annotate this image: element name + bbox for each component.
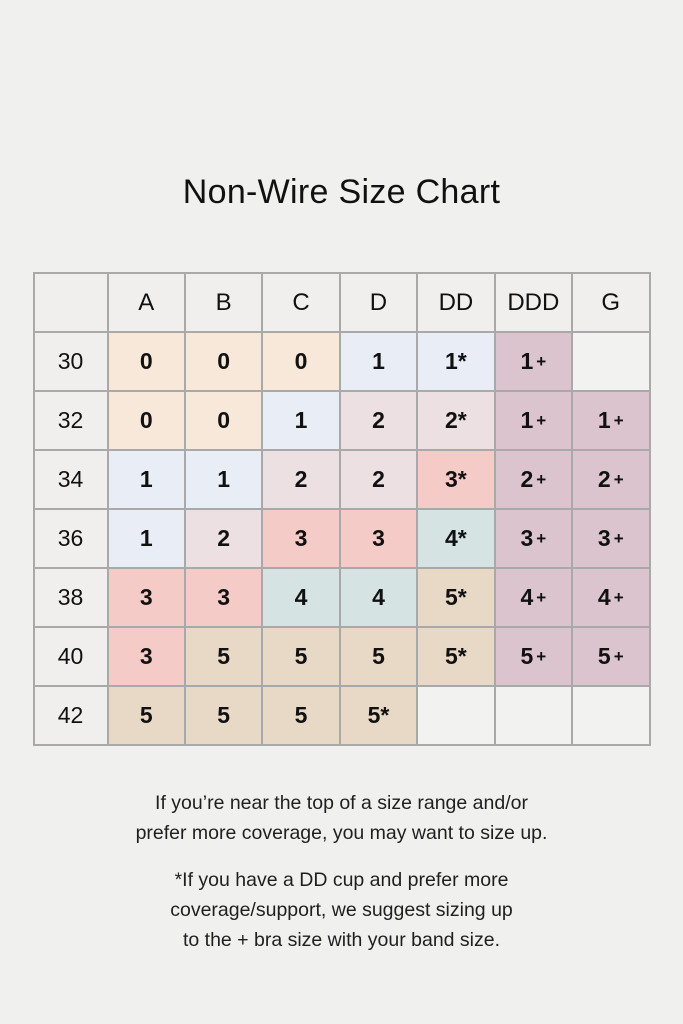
cell-40-DD: 5* xyxy=(416,626,496,687)
cell-36-DD: 4* xyxy=(416,508,496,569)
cell-38-C: 4 xyxy=(261,567,341,628)
row-header-30: 30 xyxy=(32,331,109,392)
row-header-36: 36 xyxy=(32,508,109,569)
cell-30-A: 0 xyxy=(106,331,186,392)
cell-38-G: 4 + xyxy=(571,567,651,628)
dd-cup-note-line: to the + bra size with your band size. xyxy=(182,929,501,951)
sizing-note-line: If you’re near the top of a size range a… xyxy=(155,792,528,814)
col-header-G: G xyxy=(571,272,651,333)
cell-38-A: 3 xyxy=(106,567,186,628)
cell-32-D: 2 xyxy=(338,390,419,451)
cell-34-D: 2 xyxy=(338,449,419,510)
cell-32-B: 0 xyxy=(183,390,264,451)
row-header-40: 40 xyxy=(32,626,109,687)
table-row: 42 5 5 5 5* xyxy=(32,685,651,746)
cell-32-DD: 2* xyxy=(416,390,496,451)
cell-36-DDD: 3 + xyxy=(493,508,574,569)
cell-34-B: 1 xyxy=(183,449,264,510)
col-header-D: D xyxy=(338,272,419,333)
table-row: 32 0 0 1 2 2* 1 +1 + xyxy=(32,390,651,451)
row-header-34: 34 xyxy=(32,449,109,510)
cell-38-DD: 5* xyxy=(416,567,496,628)
cell-36-A: 1 xyxy=(106,508,186,569)
corner-cell xyxy=(32,272,109,333)
cell-42-G xyxy=(571,685,651,746)
size-chart-table: A B C D DD DDD G 30 0 0 0 1 1* 1 +32 0 0 1 2 2* 1 +1 +34 1 1 2 2 3*… xyxy=(32,272,651,746)
col-header-DD: DD xyxy=(416,272,496,333)
col-header-B: B xyxy=(183,272,264,333)
cell-30-D: 1 xyxy=(338,331,419,392)
cell-34-DD: 3* xyxy=(416,449,496,510)
cell-34-C: 2 xyxy=(261,449,341,510)
cell-32-A: 0 xyxy=(106,390,186,451)
cell-40-G: 5 + xyxy=(571,626,651,687)
cell-30-B: 0 xyxy=(183,331,264,392)
dd-cup-note: *If you have a DD cup and prefer more co… xyxy=(0,865,683,955)
cell-30-DDD: 1 + xyxy=(493,331,574,392)
cell-42-C: 5 xyxy=(261,685,341,746)
cell-34-A: 1 xyxy=(106,449,186,510)
cell-42-D: 5* xyxy=(338,685,419,746)
col-header-DDD: DDD xyxy=(493,272,574,333)
cell-40-A: 3 xyxy=(106,626,186,687)
cell-30-G xyxy=(571,331,651,392)
cell-34-G: 2 + xyxy=(571,449,651,510)
cell-40-C: 5 xyxy=(261,626,341,687)
dd-cup-note-line: *If you have a DD cup and prefer more xyxy=(174,869,509,891)
row-header-38: 38 xyxy=(32,567,109,628)
sizing-note-line: prefer more coverage, you may want to si… xyxy=(135,822,548,844)
cell-36-C: 3 xyxy=(261,508,341,569)
cell-40-B: 5 xyxy=(183,626,264,687)
cell-42-B: 5 xyxy=(183,685,264,746)
cell-42-DD xyxy=(416,685,496,746)
cell-34-DDD: 2 + xyxy=(493,449,574,510)
row-header-32: 32 xyxy=(32,390,109,451)
size-chart-page: Non-Wire Size Chart A B C D DD DDD G 30 0 0 0 1 1* 1 +… xyxy=(0,173,683,955)
cell-38-D: 4 xyxy=(338,567,419,628)
cell-36-B: 2 xyxy=(183,508,264,569)
table-row: 38 3 3 4 4 5* 4 +4 + xyxy=(32,567,651,628)
sizing-note: If you’re near the top of a size range a… xyxy=(0,788,683,848)
cell-32-DDD: 1 + xyxy=(493,390,574,451)
cell-30-C: 0 xyxy=(261,331,341,392)
cell-42-DDD xyxy=(493,685,574,746)
cell-40-DDD: 5 + xyxy=(493,626,574,687)
cell-40-D: 5 xyxy=(338,626,419,687)
cell-30-DD: 1* xyxy=(416,331,496,392)
table-row: 36 1 2 3 3 4* 3 +3 + xyxy=(32,508,651,569)
col-header-C: C xyxy=(261,272,341,333)
cell-32-C: 1 xyxy=(261,390,341,451)
cell-38-B: 3 xyxy=(183,567,264,628)
cell-42-A: 5 xyxy=(106,685,186,746)
table-row: 40 3 5 5 5 5* 5 +5 + xyxy=(32,626,651,687)
page-title: Non-Wire Size Chart xyxy=(182,173,501,211)
cell-32-G: 1 + xyxy=(571,390,651,451)
cell-36-G: 3 + xyxy=(571,508,651,569)
cell-36-D: 3 xyxy=(338,508,419,569)
dd-cup-note-line: coverage/support, we suggest sizing up xyxy=(170,899,513,921)
table-row: 34 1 1 2 2 3* 2 +2 + xyxy=(32,449,651,510)
row-header-42: 42 xyxy=(32,685,109,746)
table-row: 30 0 0 0 1 1* 1 + xyxy=(32,331,651,392)
col-header-A: A xyxy=(106,272,186,333)
header-row: A B C D DD DDD G xyxy=(32,272,651,333)
cell-38-DDD: 4 + xyxy=(493,567,574,628)
